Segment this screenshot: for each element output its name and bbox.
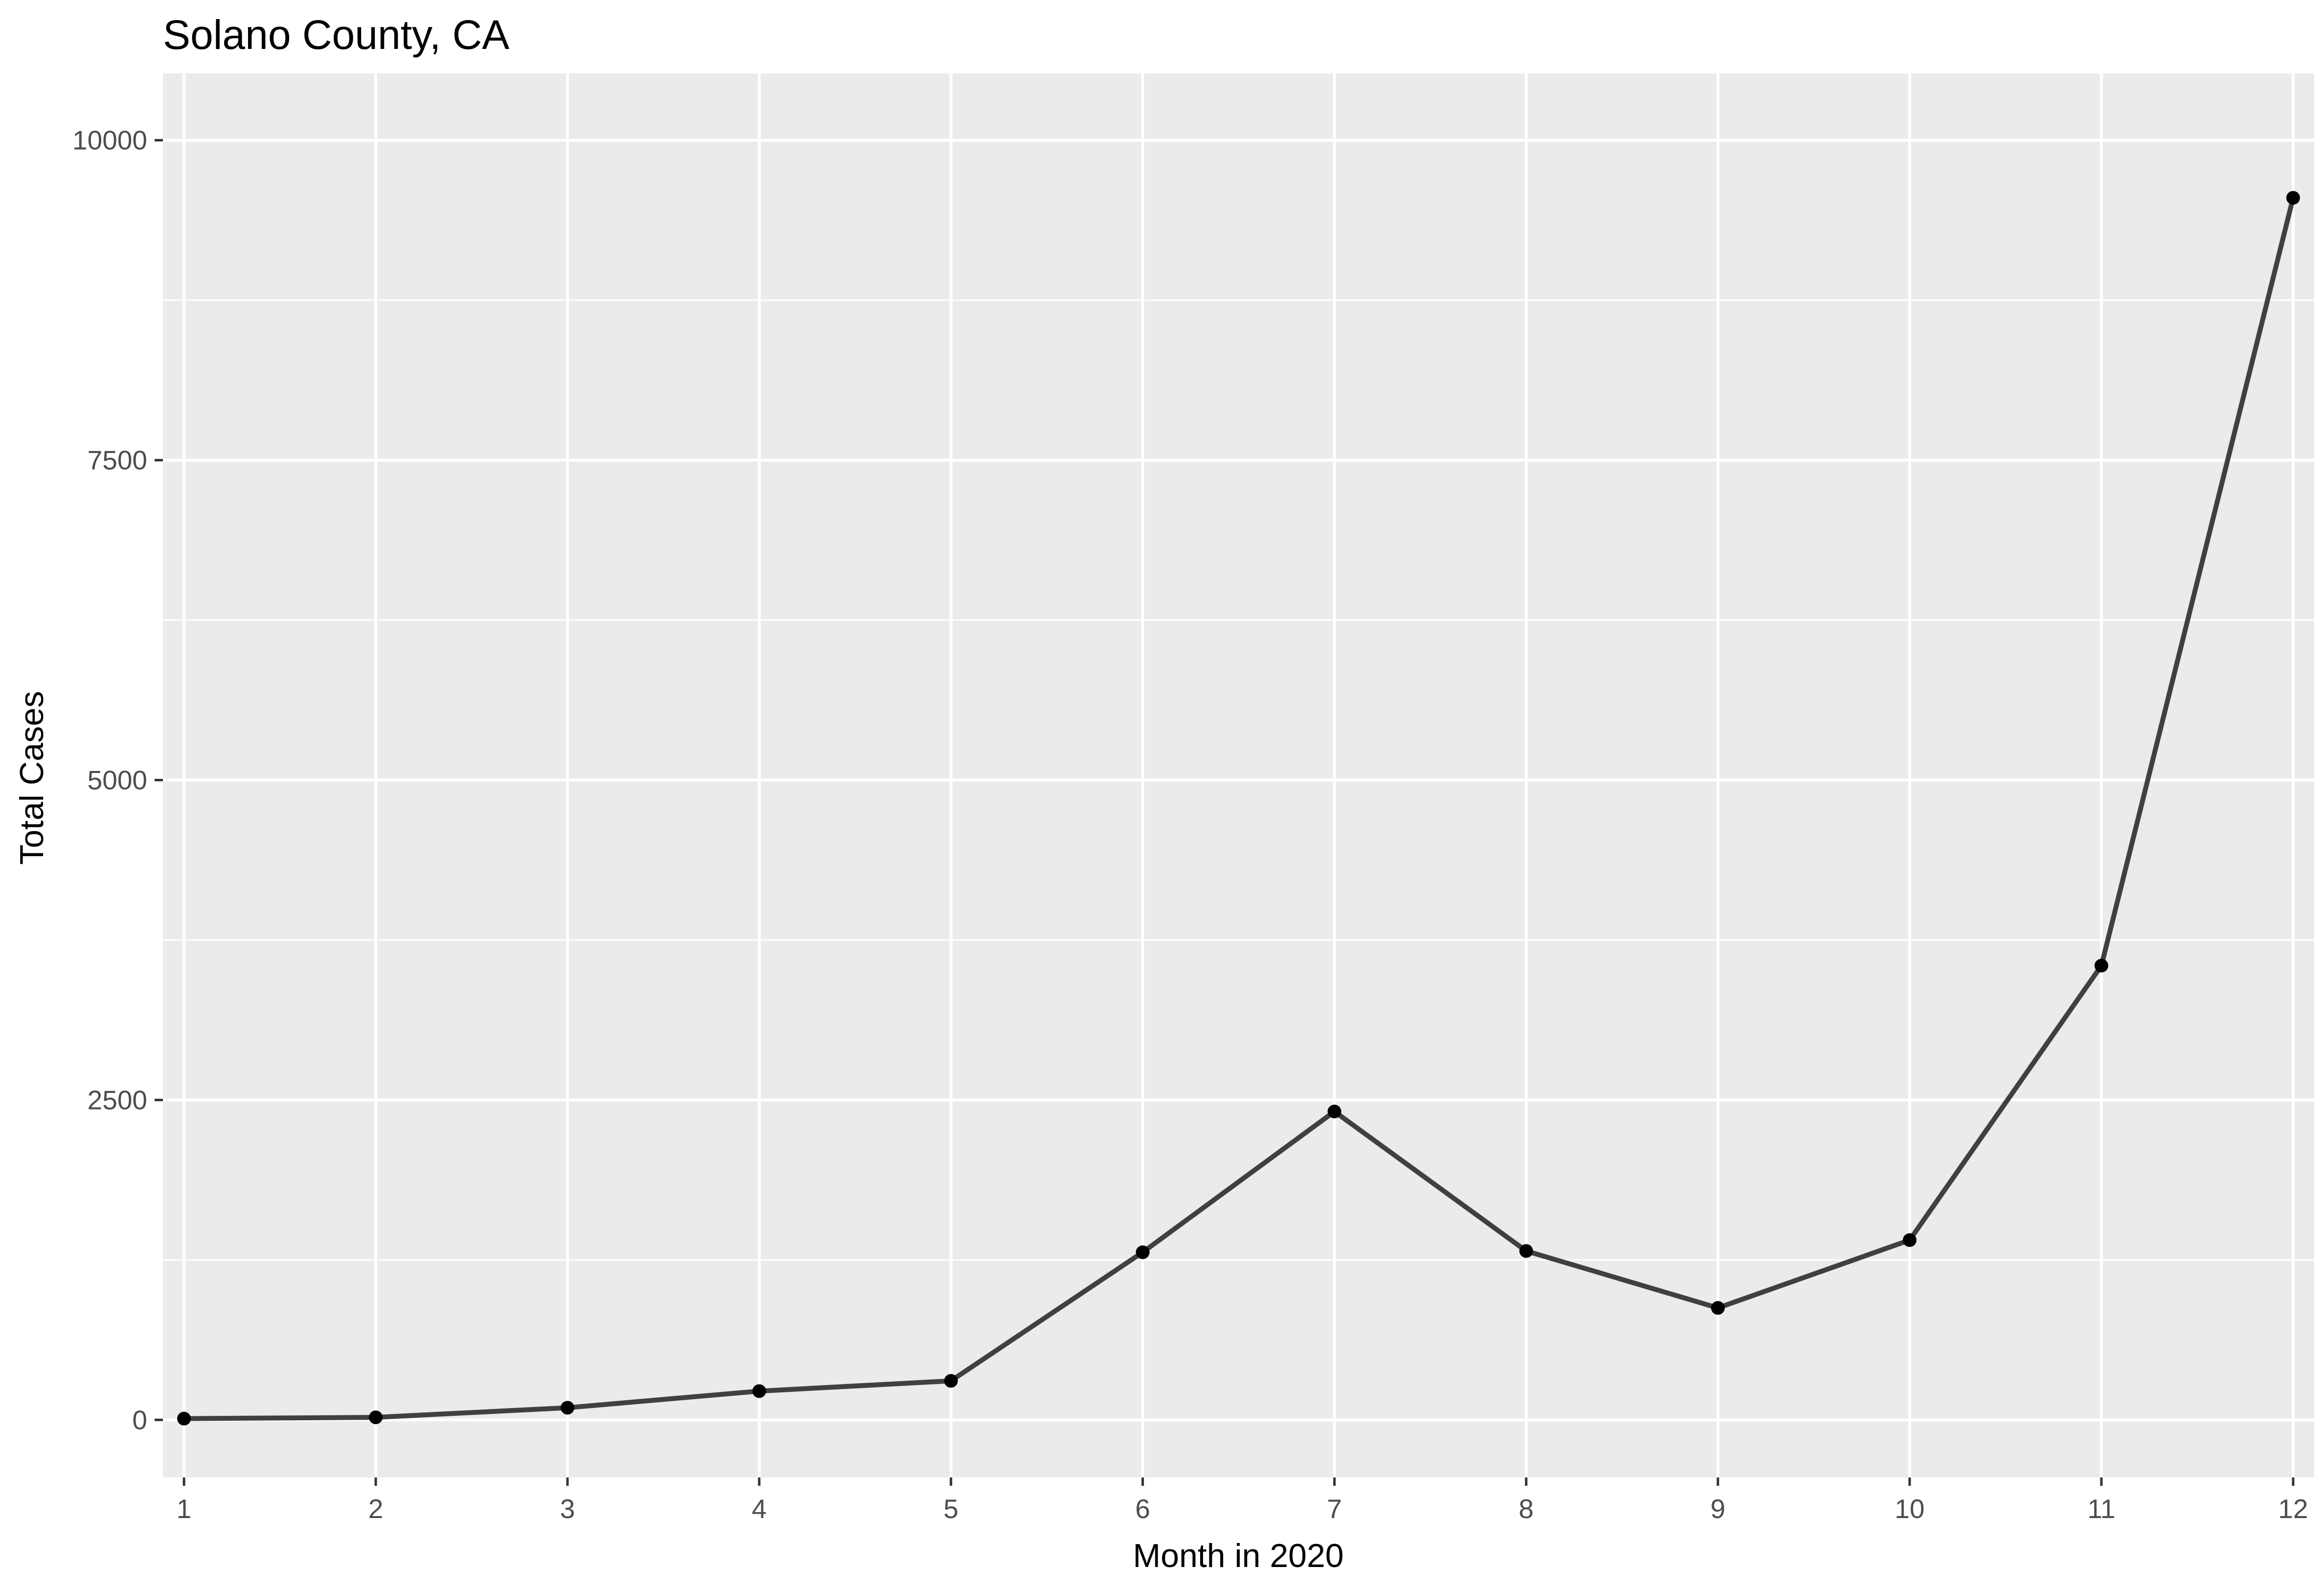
data-point <box>1903 1233 1917 1247</box>
data-point <box>1327 1104 1342 1118</box>
x-tick-label: 2 <box>368 1494 384 1524</box>
data-point <box>1136 1245 1150 1259</box>
x-tick-label: 8 <box>1519 1494 1534 1524</box>
data-point <box>2286 191 2300 205</box>
data-point <box>368 1410 383 1425</box>
x-tick-label: 4 <box>752 1494 767 1524</box>
data-point <box>2095 958 2109 973</box>
data-point <box>560 1401 574 1415</box>
minor-gridlines <box>163 299 2314 1261</box>
y-axis-title: Total Cases <box>13 691 50 864</box>
chart-title: Solano County, CA <box>163 12 509 58</box>
x-tick-label: 6 <box>1135 1494 1150 1524</box>
y-tick-label: 5000 <box>88 765 147 795</box>
x-tick-label: 3 <box>560 1494 575 1524</box>
y-tick-label: 2500 <box>88 1085 147 1115</box>
data-point <box>1519 1244 1533 1258</box>
data-point <box>1711 1301 1725 1315</box>
x-tick-label: 10 <box>1895 1494 1925 1524</box>
y-tick-label: 10000 <box>72 125 147 156</box>
x-tick-label: 9 <box>1710 1494 1726 1524</box>
points-layer <box>177 191 2300 1426</box>
series-line <box>184 197 2296 1421</box>
x-tick-label: 12 <box>2278 1494 2308 1524</box>
x-tick-label: 5 <box>943 1494 958 1524</box>
x-axis: 1 2 3 4 5 6 7 8 9 10 11 12 <box>177 1477 2308 1524</box>
data-point <box>752 1384 766 1398</box>
x-tick-label: 11 <box>2087 1494 2115 1524</box>
x-tick-label: 1 <box>177 1494 192 1524</box>
y-tick-label: 7500 <box>88 445 147 476</box>
data-point <box>177 1411 191 1426</box>
x-axis-title: Month in 2020 <box>1133 1537 1344 1574</box>
data-point <box>944 1374 958 1388</box>
plot-panel <box>163 73 2314 1477</box>
y-tick-label: 0 <box>132 1405 147 1435</box>
x-tick-label: 7 <box>1327 1494 1342 1524</box>
series-layer <box>184 197 2296 1421</box>
y-axis: 0 2500 5000 7500 10000 <box>72 125 163 1435</box>
